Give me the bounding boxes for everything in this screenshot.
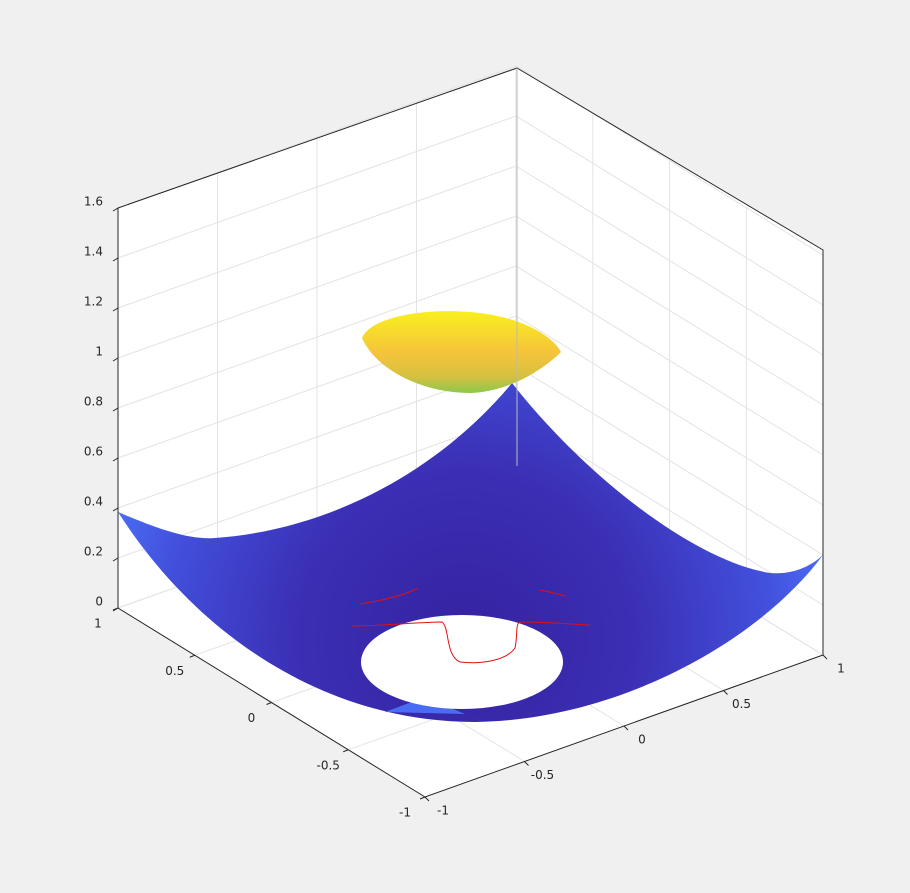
z-tick-label: 0.6 bbox=[84, 445, 103, 459]
y-tick-label: 0.5 bbox=[165, 664, 184, 678]
contour-line bbox=[359, 587, 419, 605]
z-tick-label: 0.4 bbox=[84, 495, 103, 509]
y-tick-label: -1 bbox=[399, 806, 411, 820]
z-tick-label: 0.2 bbox=[84, 545, 103, 559]
x-tick-label: -0.5 bbox=[531, 768, 554, 782]
tick-mark bbox=[524, 761, 529, 766]
z-tick-label: 1.6 bbox=[84, 195, 103, 209]
tick-mark bbox=[424, 796, 430, 802]
tick-mark bbox=[112, 557, 119, 562]
z-tick-label: 1.2 bbox=[84, 295, 103, 309]
tick-mark bbox=[112, 607, 119, 611]
tick-mark bbox=[343, 749, 349, 753]
x-tick-label: 1 bbox=[837, 662, 845, 676]
y-tick-label: 1 bbox=[94, 617, 102, 631]
tick-mark bbox=[112, 307, 119, 312]
tick-mark bbox=[623, 725, 629, 731]
y-tick-label: 0 bbox=[248, 711, 256, 725]
z-tick-label: 0 bbox=[95, 595, 103, 609]
tick-mark bbox=[112, 257, 119, 262]
y-tick-label: -0.5 bbox=[317, 758, 340, 772]
x-tick-label: 0 bbox=[638, 733, 646, 747]
tick-mark bbox=[112, 457, 119, 462]
contour-line bbox=[351, 621, 591, 664]
tick-mark bbox=[112, 357, 119, 362]
x-tick-label: 0.5 bbox=[732, 697, 751, 711]
surface bbox=[118, 311, 823, 722]
z-tick-label: 0.8 bbox=[84, 395, 103, 409]
tick-mark bbox=[723, 690, 728, 695]
x-tick-label: -1 bbox=[437, 804, 449, 818]
axes: 0 0.2 0.4 0.6 0.8 1 1.2 1.4 1.6 -1 -0.5 0 0.5 1 -1 -0.5… bbox=[84, 67, 845, 820]
tick-mark bbox=[112, 407, 119, 412]
tick-mark bbox=[189, 654, 195, 658]
tick-mark bbox=[419, 796, 426, 800]
z-tick-label: 1 bbox=[95, 345, 103, 359]
cap-surface bbox=[362, 311, 561, 393]
z-tick-label: 1.4 bbox=[84, 245, 103, 259]
contour-line bbox=[539, 589, 566, 597]
tick-mark bbox=[112, 207, 119, 212]
bowl-surface bbox=[118, 383, 823, 722]
tick-mark bbox=[822, 654, 828, 660]
tick-mark bbox=[112, 507, 119, 512]
tick-mark bbox=[266, 702, 272, 705]
